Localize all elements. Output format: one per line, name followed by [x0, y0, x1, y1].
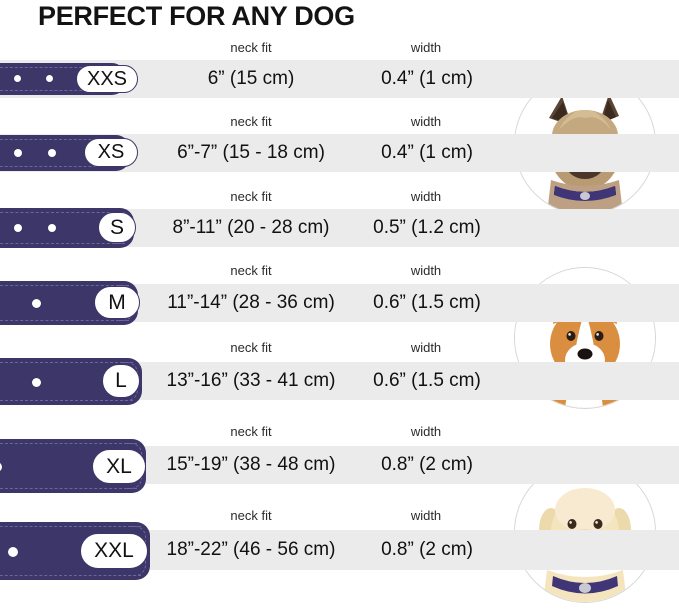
column-header-neck-fit: neck fit	[230, 340, 272, 355]
width-value: 0.5” (1.2 cm)	[373, 217, 481, 238]
table-row: neck fit width XXS 6” (15 cm) 0.4” (1 cm…	[0, 40, 679, 118]
column-header-width: width	[410, 424, 442, 439]
size-badge: L	[102, 364, 140, 398]
column-header-neck-fit: neck fit	[230, 114, 272, 129]
collar-hole	[14, 224, 22, 232]
neck-fit-value: 18”-22” (46 - 56 cm)	[166, 539, 336, 560]
width-value: 0.6” (1.5 cm)	[373, 292, 481, 313]
size-badge: XL	[92, 449, 146, 484]
column-header-width: width	[410, 40, 442, 55]
neck-fit-value: 6” (15 cm)	[207, 68, 295, 89]
neck-fit-value: 15”-19” (38 - 48 cm)	[166, 454, 336, 475]
column-header-neck-fit: neck fit	[230, 508, 272, 523]
table-row: neck fit width M 11”-14” (28 - 36 cm) 0.…	[0, 263, 679, 343]
collar-hole	[8, 547, 18, 557]
collar-hole	[32, 299, 41, 308]
collar-hole	[48, 149, 56, 157]
collar-hole	[32, 378, 41, 387]
width-value: 0.8” (2 cm)	[381, 539, 473, 560]
size-badge: M	[94, 286, 140, 319]
size-badge: XS	[84, 138, 138, 167]
neck-fit-value: 8”-11” (20 - 28 cm)	[172, 217, 330, 238]
width-value: 0.6” (1.5 cm)	[373, 370, 481, 391]
column-header-width: width	[410, 114, 442, 129]
collar-hole	[14, 149, 22, 157]
column-header-neck-fit: neck fit	[230, 189, 272, 204]
collar-hole	[48, 224, 56, 232]
table-row: neck fit width XL 15”-19” (38 - 48 cm) 0…	[0, 424, 679, 508]
table-row: neck fit width XXL 18”-22” (46 - 56 cm) …	[0, 508, 679, 611]
collar-hole	[0, 462, 2, 472]
column-header-width: width	[410, 340, 442, 355]
table-row: neck fit width S 8”-11” (20 - 28 cm) 0.5…	[0, 189, 679, 267]
collar-hole	[46, 75, 53, 82]
column-header-width: width	[410, 508, 442, 523]
size-badge: XXS	[76, 65, 138, 93]
width-value: 0.4” (1 cm)	[381, 142, 473, 163]
page-title: PERFECT FOR ANY DOG	[38, 1, 355, 31]
neck-fit-value: 6”-7” (15 - 18 cm)	[177, 142, 325, 163]
size-badge: XXL	[80, 533, 148, 569]
neck-fit-value: 11”-14” (28 - 36 cm)	[167, 292, 335, 313]
collar-graphic	[0, 522, 150, 580]
column-header-neck-fit: neck fit	[230, 424, 272, 439]
width-value: 0.4” (1 cm)	[381, 68, 473, 89]
table-row: neck fit width L 13”-16” (33 - 41 cm) 0.…	[0, 340, 679, 422]
column-header-width: width	[410, 189, 442, 204]
size-badge: S	[98, 212, 136, 243]
neck-fit-value: 13”-16” (33 - 41 cm)	[166, 370, 336, 391]
column-header-neck-fit: neck fit	[230, 40, 272, 55]
width-value: 0.8” (2 cm)	[381, 454, 473, 475]
column-header-width: width	[410, 263, 442, 278]
column-header-neck-fit: neck fit	[230, 263, 272, 278]
collar-hole	[14, 75, 21, 82]
table-row: neck fit width XS 6”-7” (15 - 18 cm) 0.4…	[0, 114, 679, 192]
